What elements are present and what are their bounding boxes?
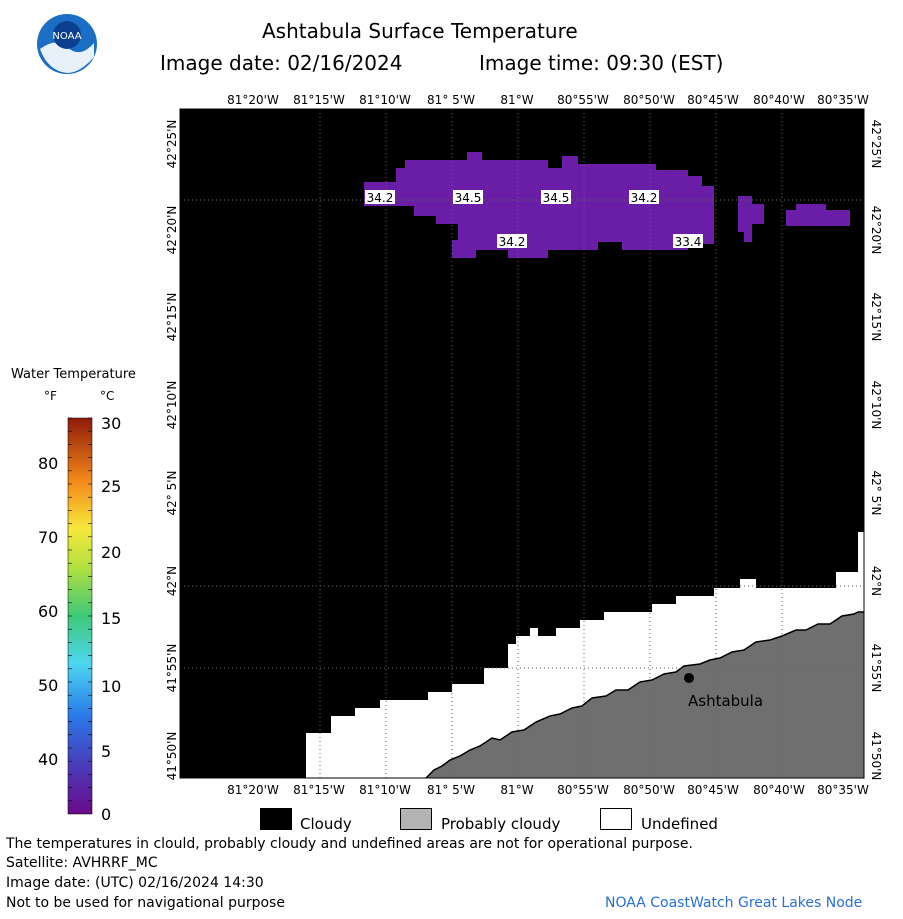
c-tick: 10 (101, 677, 121, 696)
water-temperature-area (364, 152, 850, 258)
lon-label: 80°55'W (557, 783, 609, 797)
lon-label: 80°40'W (753, 783, 805, 797)
temp-label-1: 34.2 (365, 190, 395, 205)
unit-c: °C (100, 389, 115, 403)
legend-label-undefined: Undefined (641, 815, 718, 833)
lat-label: 42°N (869, 566, 883, 596)
lon-label: 81°20'W (227, 93, 279, 107)
c-tick: 0 (101, 805, 111, 824)
lat-label: 41°50'N (165, 732, 179, 781)
temp-label-2: 34.5 (453, 190, 483, 205)
lat-label: 42°15'N (165, 293, 179, 342)
lat-label: 42° 5'N (165, 471, 179, 516)
svg-text:34.2: 34.2 (367, 191, 394, 205)
temp-label-5: 34.2 (497, 234, 527, 249)
lat-label: 41°50'N (869, 732, 883, 781)
svg-text:34.2: 34.2 (631, 191, 658, 205)
unit-f: °F (44, 389, 57, 403)
legend-label-cloudy: Cloudy (300, 815, 352, 833)
image-time: Image time: 09:30 (EST) (479, 51, 724, 75)
lon-label: 80°40'W (753, 93, 805, 107)
lon-label: 81° 5'W (427, 783, 475, 797)
page-title: Ashtabula Surface Temperature (262, 19, 578, 43)
colorbar-title: Water Temperature (11, 367, 136, 382)
lat-label: 42°20'N (869, 206, 883, 255)
f-tick: 80 (38, 454, 58, 473)
c-tick: 5 (101, 742, 111, 761)
lon-label: 81°W (500, 93, 533, 107)
footer-nav-warning: Not to be used for navigational purpose (6, 895, 285, 911)
lon-label: 81°10'W (359, 93, 411, 107)
noaa-logo: NOAA (37, 14, 97, 74)
lat-label: 42°25'N (869, 120, 883, 169)
lon-label: 81°15'W (293, 783, 345, 797)
lon-label: 80°50'W (623, 783, 675, 797)
lon-label: 81°15'W (293, 93, 345, 107)
svg-text:33.4: 33.4 (675, 235, 702, 249)
f-tick: 40 (38, 750, 58, 769)
temp-label-6: 33.4 (673, 234, 703, 249)
lat-label: 42°10'N (869, 381, 883, 430)
footer-satellite: Satellite: AVHRRF_MC (6, 855, 158, 871)
svg-text:34.5: 34.5 (455, 191, 482, 205)
lat-label: 41°55'N (869, 644, 883, 693)
legend-swatch-cloudy (260, 808, 292, 830)
lat-label: 42°N (165, 566, 179, 596)
colorbar-ticks: void 0; (68, 417, 92, 802)
legend-swatch-probably-cloudy (400, 808, 432, 830)
lon-label: 80°35'W (817, 93, 869, 107)
svg-text:34.2: 34.2 (499, 235, 526, 249)
lat-labels-right: 42°25'N 42°20'N 42°15'N 42°10'N 42° 5'N … (869, 120, 883, 781)
city-label: Ashtabula (688, 692, 763, 710)
svg-text:34.5: 34.5 (543, 191, 570, 205)
lon-label: 81°W (500, 783, 533, 797)
legend-swatch-undefined (600, 808, 632, 830)
lat-label: 42°15'N (869, 293, 883, 342)
lon-label: 81°10'W (359, 783, 411, 797)
map-frame (179, 108, 865, 779)
lon-label: 80°50'W (623, 93, 675, 107)
f-tick: 50 (38, 676, 58, 695)
temp-label-3: 34.5 (541, 190, 571, 205)
footer-utc-date: Image date: (UTC) 02/16/2024 14:30 (6, 875, 264, 891)
lat-label: 42°20'N (165, 206, 179, 255)
lat-label: 42°10'N (165, 381, 179, 430)
c-tick: 30 (101, 414, 121, 433)
image-date: Image date: 02/16/2024 (160, 51, 403, 75)
f-tick: 70 (38, 528, 58, 547)
lon-label: 80°55'W (557, 93, 609, 107)
legend-label-probably-cloudy: Probably cloudy (441, 815, 561, 833)
lat-labels-left: 42°25'N 42°20'N 42°15'N 42°10'N 42° 5'N … (165, 120, 179, 781)
f-tick: 60 (38, 602, 58, 621)
probably-cloudy-area (426, 612, 864, 778)
lon-label: 80°45'W (687, 93, 739, 107)
lon-labels-top: 81°20'W 81°15'W 81°10'W 81° 5'W 81°W 80°… (227, 93, 869, 107)
city-marker (684, 673, 694, 683)
lon-label: 81° 5'W (427, 93, 475, 107)
lon-label: 80°45'W (687, 783, 739, 797)
footer-disclaimer: The temperatures in clould, probably clo… (6, 836, 693, 852)
temp-label-4: 34.2 (629, 190, 659, 205)
c-tick: 20 (101, 543, 121, 562)
lat-label: 42° 5'N (869, 471, 883, 516)
lat-label: 41°55'N (165, 644, 179, 693)
lat-label: 42°25'N (165, 120, 179, 169)
noaa-logo-text: NOAA (52, 31, 81, 42)
lon-label: 81°20'W (227, 783, 279, 797)
footer-credit: NOAA CoastWatch Great Lakes Node (605, 895, 863, 911)
colorbar: void 0; 80 70 60 50 40 30 25 20 15 10 5 … (38, 414, 121, 824)
c-tick: 25 (101, 477, 121, 496)
lon-labels-bottom: 81°20'W 81°15'W 81°10'W 81° 5'W 81°W 80°… (227, 783, 869, 797)
lon-label: 80°35'W (817, 783, 869, 797)
c-tick: 15 (101, 609, 121, 628)
